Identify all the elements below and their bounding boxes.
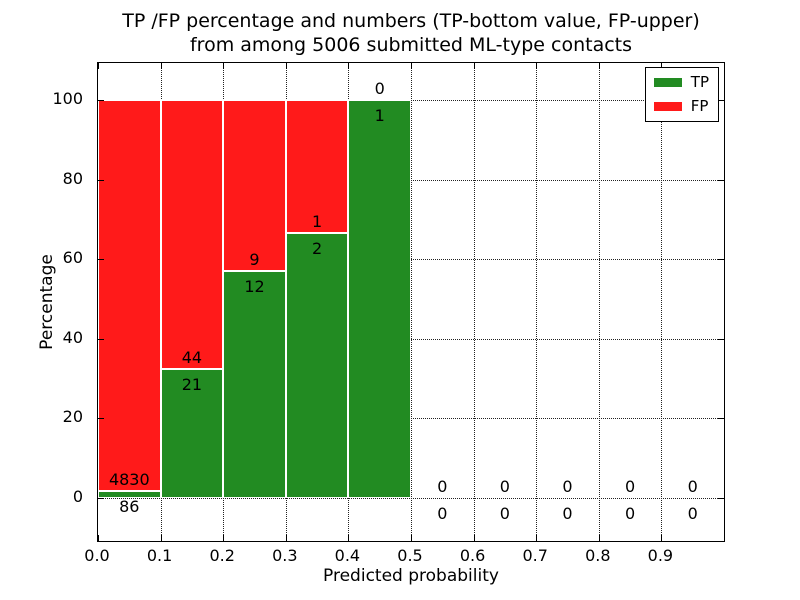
bar-segment-tp (223, 270, 286, 498)
chart-title: TP /FP percentage and numbers (TP-bottom… (97, 9, 725, 57)
bar-segment-tp (285, 232, 349, 498)
bar-segment-tp (160, 369, 224, 498)
x-tick-mark-top (160, 63, 162, 69)
x-tick-mark (98, 535, 99, 541)
bar-label-tp-count: 2 (312, 238, 323, 258)
x-tick-mark (598, 535, 600, 541)
bar-label-tp-count: 21 (181, 375, 203, 395)
x-tick-mark-top (473, 63, 475, 69)
x-tick-mark-top (223, 63, 225, 69)
bar-segment-tp (98, 491, 161, 498)
bar-segment-fp (285, 100, 349, 233)
y-tick-mark-right (718, 418, 724, 420)
x-tick-mark (285, 535, 287, 541)
y-tick-mark (98, 259, 104, 261)
x-axis-label: Predicted probability (323, 566, 499, 586)
y-tick-mark-right (718, 498, 724, 499)
y-tick-mark-right (718, 259, 724, 261)
x-tick-label: 0.9 (647, 546, 674, 565)
chart-title-line2: from among 5006 submitted ML-type contac… (189, 34, 633, 56)
legend-swatch-fp-icon (653, 102, 682, 111)
x-tick-label: 0.2 (209, 546, 235, 565)
y-tick-label: 0 (72, 487, 83, 506)
x-tick-label: 0.5 (397, 546, 423, 565)
gridline-vertical (473, 63, 475, 541)
plot-area: TP FP 4830 86 44 21 9 12 1 2 0 1 0 0 0 0 0 0 0 0 0 0 (97, 62, 725, 542)
bar-label-fp-count: 0 (499, 477, 510, 496)
y-tick-label: 60 (62, 248, 83, 268)
y-tick-label: 80 (62, 168, 83, 188)
bar-label-fp-count: 0 (625, 477, 636, 496)
bar-label-fp-count: 9 (249, 249, 260, 269)
x-tick-mark-top (661, 63, 663, 69)
x-tick-mark (348, 535, 350, 541)
bar-label-tp-count: 1 (374, 106, 385, 125)
bar-label-tp-count: 0 (687, 504, 698, 523)
bar-label-tp-count: 12 (244, 276, 265, 296)
legend: TP FP (644, 67, 719, 122)
bar-label-fp-count: 4830 (108, 470, 150, 490)
bar-segment-tp (348, 100, 411, 498)
y-tick-mark (98, 100, 104, 101)
bar-label-tp-count: 0 (437, 504, 448, 523)
y-tick-mark (98, 338, 104, 340)
x-tick-labels: 0.0 0.1 0.2 0.3 0.4 0.5 0.6 0.7 0.8 0.9 (84, 546, 725, 568)
x-tick-mark (160, 535, 162, 541)
y-tick-labels: 0 20 40 60 80 100 (0, 62, 90, 542)
y-tick-mark-right (718, 100, 724, 101)
x-tick-label: 0.7 (522, 546, 548, 565)
legend-label-fp: FP (690, 97, 709, 115)
gridline-vertical (536, 63, 538, 541)
gridline-vertical (598, 63, 600, 541)
bar-label-tp-count: 0 (499, 504, 510, 523)
x-tick-mark-top (348, 63, 350, 69)
y-tick-label: 20 (62, 407, 83, 427)
x-tick-label: 0.8 (585, 546, 611, 565)
bar-label-fp-count: 0 (562, 477, 573, 496)
chart-title-line1: TP /FP percentage and numbers (TP-bottom… (122, 10, 700, 32)
x-tick-label: 0.6 (459, 546, 486, 565)
x-tick-mark-top (98, 63, 99, 69)
x-tick-mark (411, 535, 412, 541)
bar-label-tp-count: 86 (119, 497, 140, 517)
bar-label-fp-count: 0 (437, 477, 448, 496)
x-tick-label: 0.0 (84, 546, 110, 565)
y-tick-label: 40 (62, 327, 83, 347)
gridline-vertical (661, 63, 663, 541)
x-tick-label: 0.3 (272, 546, 298, 565)
bar-label-tp-count: 0 (625, 504, 636, 523)
bar-segment-fp (98, 100, 161, 492)
x-tick-mark-top (536, 63, 538, 69)
y-tick-mark-right (718, 338, 724, 340)
bar-label-fp-count: 0 (687, 477, 698, 496)
x-tick-mark-top (411, 63, 412, 69)
x-tick-mark-top (598, 63, 600, 69)
y-tick-label: 100 (52, 89, 83, 108)
x-tick-label: 0.1 (146, 546, 173, 565)
bar-label-fp-count: 44 (181, 348, 203, 368)
legend-label-tp: TP (690, 73, 709, 91)
bar-segment-fp (223, 100, 286, 271)
bar-segment-fp (160, 100, 224, 370)
legend-entry-tp: TP (653, 73, 709, 91)
y-tick-mark-right (718, 179, 724, 181)
y-tick-mark (98, 418, 104, 420)
y-tick-mark (98, 498, 104, 499)
x-tick-label: 0.4 (334, 546, 361, 565)
legend-swatch-tp-icon (653, 78, 682, 87)
x-tick-mark (661, 535, 663, 541)
gridline-vertical (411, 63, 412, 541)
x-tick-mark (536, 535, 538, 541)
x-tick-mark-top (285, 63, 287, 69)
y-tick-mark (98, 179, 104, 181)
bar-label-fp-count: 0 (374, 79, 385, 98)
legend-entry-fp: FP (653, 97, 709, 115)
x-tick-mark (223, 535, 225, 541)
bar-label-fp-count: 1 (312, 211, 323, 231)
bar-label-tp-count: 0 (562, 504, 573, 523)
x-tick-mark (473, 535, 475, 541)
